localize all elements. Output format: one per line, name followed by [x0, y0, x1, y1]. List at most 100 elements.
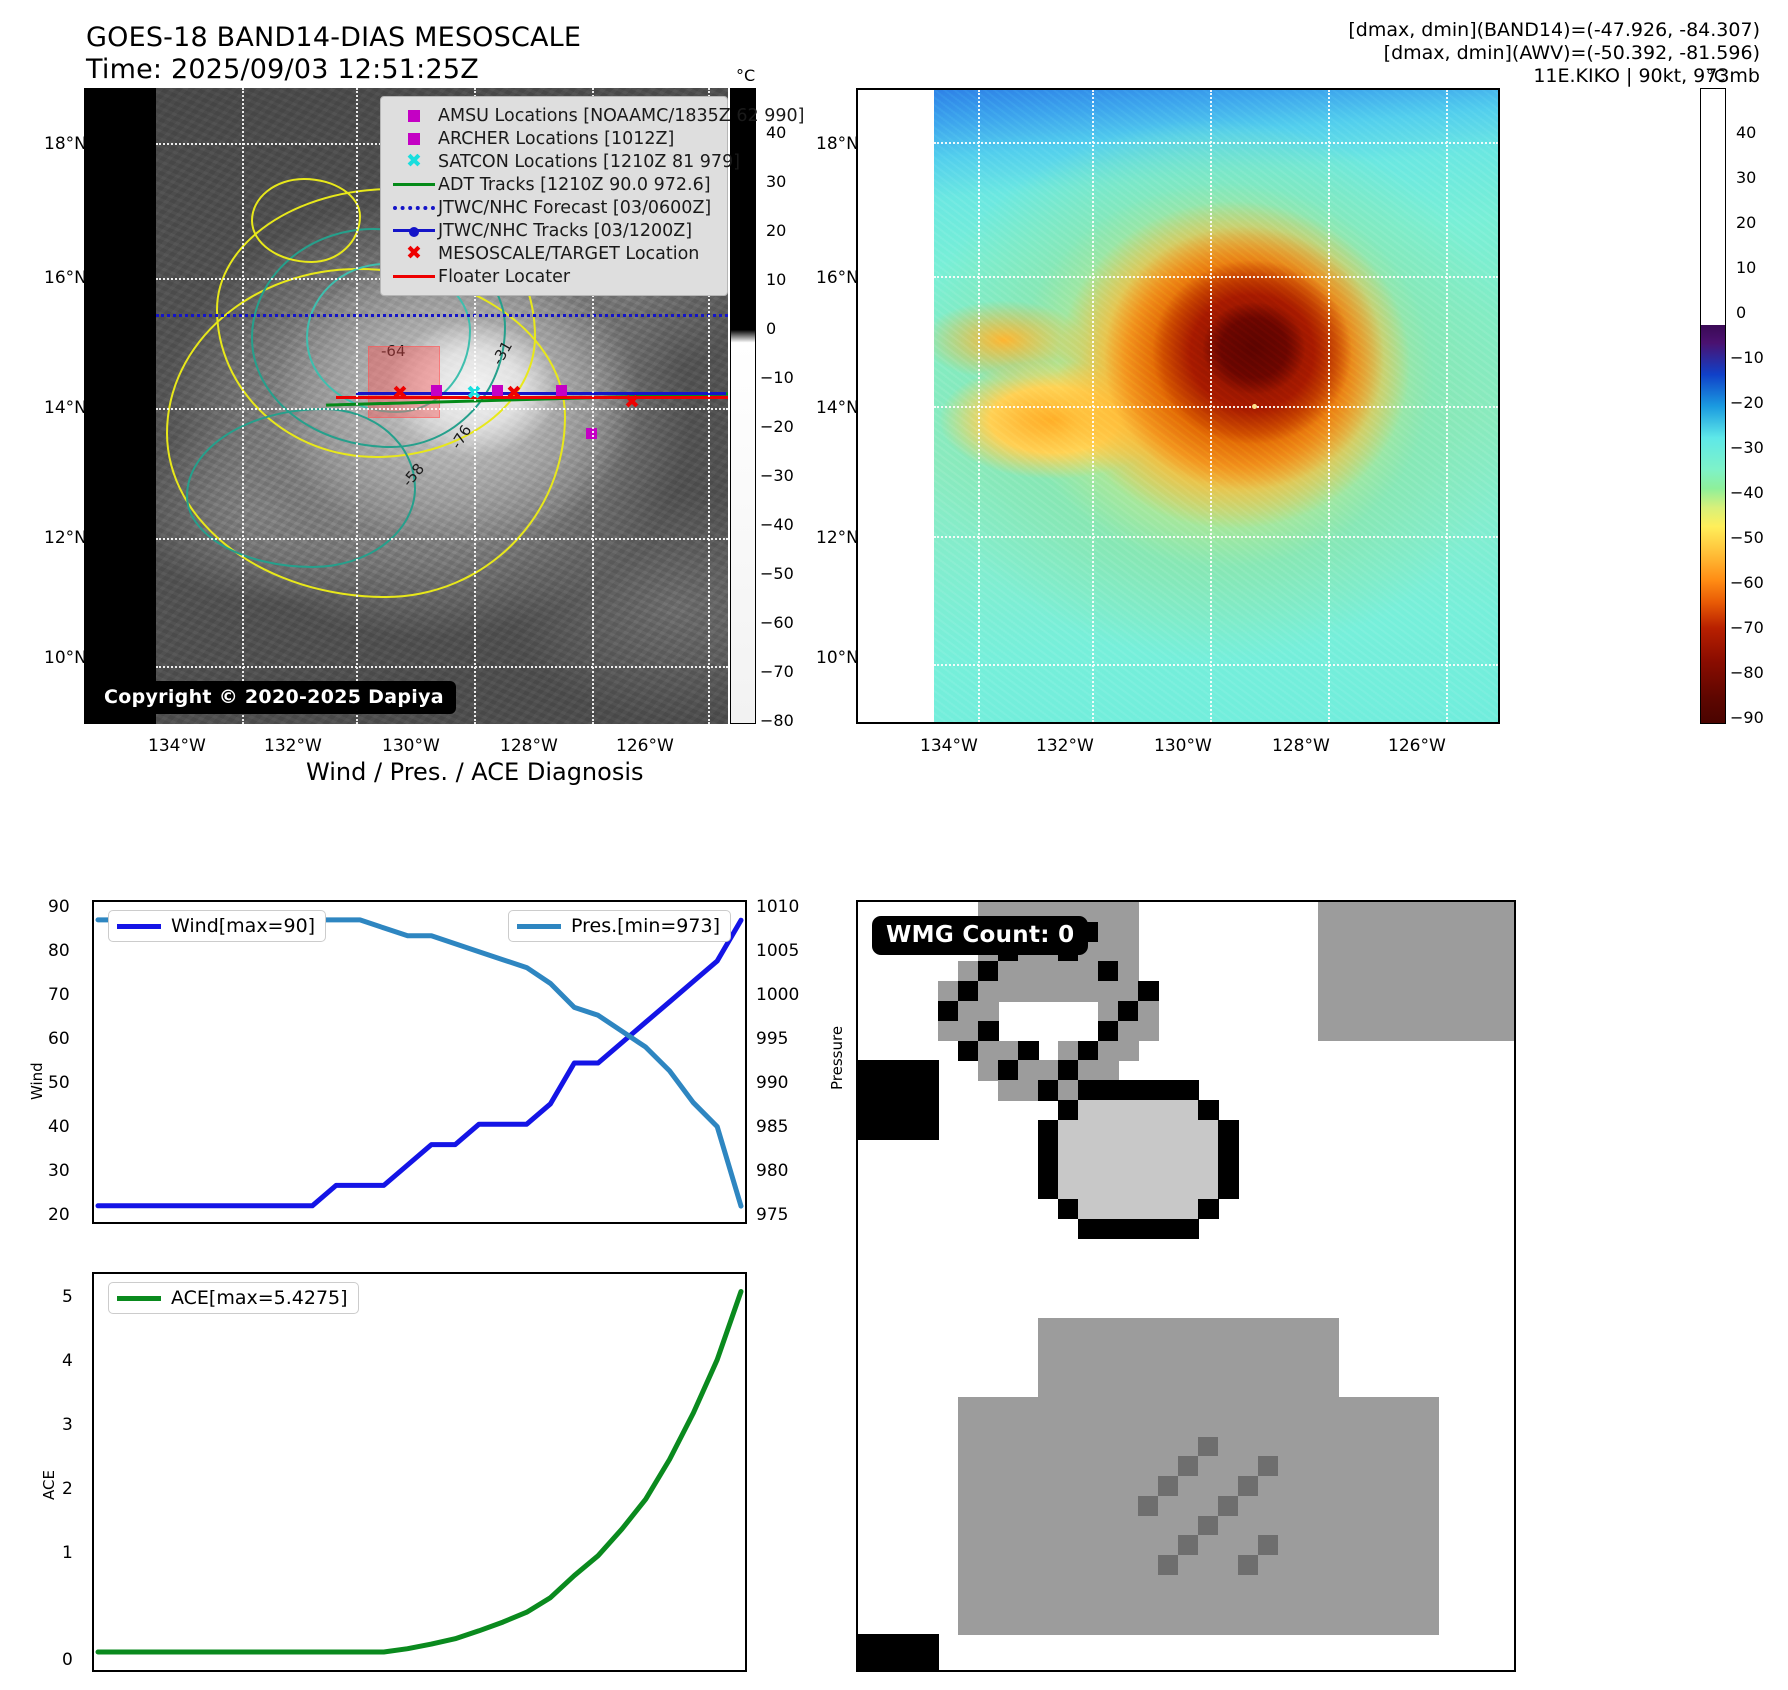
wmg-cell	[1158, 1495, 1179, 1517]
legend-item-tracks[interactable]: JTWC/NHC Tracks [03/1200Z]	[390, 219, 718, 242]
wmg-cell	[998, 1396, 1019, 1418]
wmg-cell	[1378, 1416, 1399, 1438]
legend-item-mesoscale[interactable]: ✖ MESOSCALE/TARGET Location	[390, 242, 718, 265]
grid-line-lon-134w	[242, 88, 244, 724]
legend-item-forecast[interactable]: JTWC/NHC Forecast [03/0600Z]	[390, 196, 718, 219]
wmg-cell	[1198, 1159, 1219, 1180]
wmg-cell	[1398, 961, 1419, 982]
wmg-cell	[1138, 1317, 1159, 1339]
legend-item-satcon[interactable]: ✖ SATCON Locations [1210Z 81 979]	[390, 150, 740, 173]
awv-lon-tick-126w: 126°W	[1388, 736, 1446, 756]
wmg-cell	[1118, 1001, 1139, 1022]
wmg-cell	[1138, 1495, 1159, 1517]
wmg-cell	[1438, 981, 1459, 1002]
ace-tick-1: 1	[62, 1543, 73, 1563]
wind-tick-50: 50	[48, 1073, 70, 1093]
page-title-line1: GOES-18 BAND14-DIAS MESOSCALE	[86, 22, 582, 53]
wmg-cell	[1198, 1555, 1219, 1576]
wmg-cell	[1298, 1594, 1319, 1616]
awv-colorbar[interactable]	[1700, 88, 1726, 724]
grid-line-lat-14n	[156, 408, 728, 410]
wmg-cell	[1078, 961, 1099, 982]
wmg-cell	[878, 1634, 899, 1655]
wmg-cell	[1178, 1179, 1199, 1200]
wmg-cell	[1118, 1080, 1139, 1101]
ace-chart[interactable]: ACE[max=5.4275]	[92, 1272, 747, 1672]
wmg-cell	[1218, 1575, 1239, 1596]
ace-tick-3: 3	[62, 1415, 73, 1435]
wmg-cell	[1078, 1179, 1099, 1200]
line-blue-dotted-icon	[390, 196, 438, 219]
wmg-cell	[1178, 1337, 1199, 1358]
wmg-cell	[1278, 1476, 1299, 1497]
wmg-cell	[1118, 1357, 1139, 1378]
pressure-legend[interactable]: Pres.[min=973]	[508, 910, 731, 942]
wmg-cell	[1178, 1080, 1199, 1101]
ace-legend[interactable]: ACE[max=5.4275]	[108, 1282, 359, 1314]
wmg-cell	[1078, 1099, 1099, 1121]
wmg-cell	[1398, 1456, 1419, 1477]
wmg-cell	[1058, 981, 1079, 1002]
awv-cb-tick-m40: −40	[1730, 483, 1764, 502]
wmg-cell	[1098, 1555, 1119, 1576]
wmg-cell	[1278, 1555, 1299, 1576]
wmg-cell	[1018, 981, 1039, 1002]
ir-map-legend[interactable]: AMSU Locations [NOAAMC/1835Z 62 990] ARC…	[380, 96, 804, 296]
wmg-cell	[878, 1119, 899, 1141]
legend-item-floater[interactable]: Floater Locater	[390, 265, 718, 288]
wmg-panel[interactable]: WMG Count: 0	[856, 900, 1516, 1672]
wmg-cell	[958, 1495, 979, 1517]
wmg-cell	[1158, 1159, 1179, 1180]
wmg-cell	[978, 1495, 999, 1517]
wmg-cell	[1138, 1456, 1159, 1477]
wmg-cell	[1038, 1535, 1059, 1556]
satcon-marker: ✖	[466, 382, 482, 404]
wmg-cell	[1118, 1575, 1139, 1596]
wmg-cell	[1478, 1001, 1499, 1022]
wmg-cell	[1378, 1515, 1399, 1536]
wmg-cell	[1178, 1436, 1199, 1457]
wmg-cell	[1118, 1337, 1139, 1358]
wmg-cell	[1118, 1495, 1139, 1517]
wind-tick-60: 60	[48, 1029, 70, 1049]
wmg-cell	[978, 1476, 999, 1497]
wmg-cell	[1358, 1575, 1379, 1596]
legend-item-amsu[interactable]: AMSU Locations [NOAAMC/1835Z 62 990]	[390, 104, 804, 127]
wmg-cell	[978, 1515, 999, 1536]
wmg-cell	[1278, 1614, 1299, 1635]
wmg-cell	[1038, 1179, 1059, 1200]
wmg-cell	[1138, 1001, 1159, 1022]
wmg-cell	[1158, 1377, 1179, 1398]
wmg-cell	[1478, 981, 1499, 1002]
grid-line-lon-128w	[592, 88, 594, 724]
wmg-cell	[1098, 1456, 1119, 1477]
wmg-cell	[1318, 1476, 1339, 1497]
wmg-cell	[1138, 1179, 1159, 1200]
wmg-cell	[1118, 1396, 1139, 1418]
wmg-cell	[998, 1040, 1019, 1061]
wind-legend[interactable]: Wind[max=90]	[108, 910, 327, 942]
wmg-cell	[1138, 1575, 1159, 1596]
wmg-cell	[858, 1099, 879, 1121]
ir-colorbar[interactable]	[730, 88, 756, 724]
wmg-cell	[1338, 1436, 1359, 1457]
wmg-cell	[858, 1119, 879, 1141]
wmg-cell	[1298, 1317, 1319, 1339]
wind-pressure-chart[interactable]: Wind[max=90] Pres.[min=973]	[92, 900, 747, 1224]
wmg-cell	[1118, 961, 1139, 982]
wmg-cell	[1218, 1317, 1239, 1339]
wmg-cell	[1038, 1396, 1059, 1418]
wmg-cell	[1138, 1020, 1159, 1042]
wmg-cell	[1218, 1139, 1239, 1160]
awv-panel[interactable]	[856, 88, 1500, 724]
wmg-cell	[1418, 1575, 1439, 1596]
wmg-cell	[1198, 1456, 1219, 1477]
wmg-cell	[1198, 1179, 1219, 1200]
ace-tick-5: 5	[62, 1287, 73, 1307]
wmg-cell	[1178, 1357, 1199, 1378]
wmg-cell	[1378, 1020, 1399, 1042]
legend-item-adt[interactable]: ADT Tracks [1210Z 90.0 972.6]	[390, 173, 718, 196]
legend-item-archer[interactable]: ARCHER Locations [1012Z]	[390, 127, 718, 150]
copyright-badge: Copyright © 2020-2025 Dapiya	[92, 681, 456, 714]
wmg-cell	[1238, 1337, 1259, 1358]
